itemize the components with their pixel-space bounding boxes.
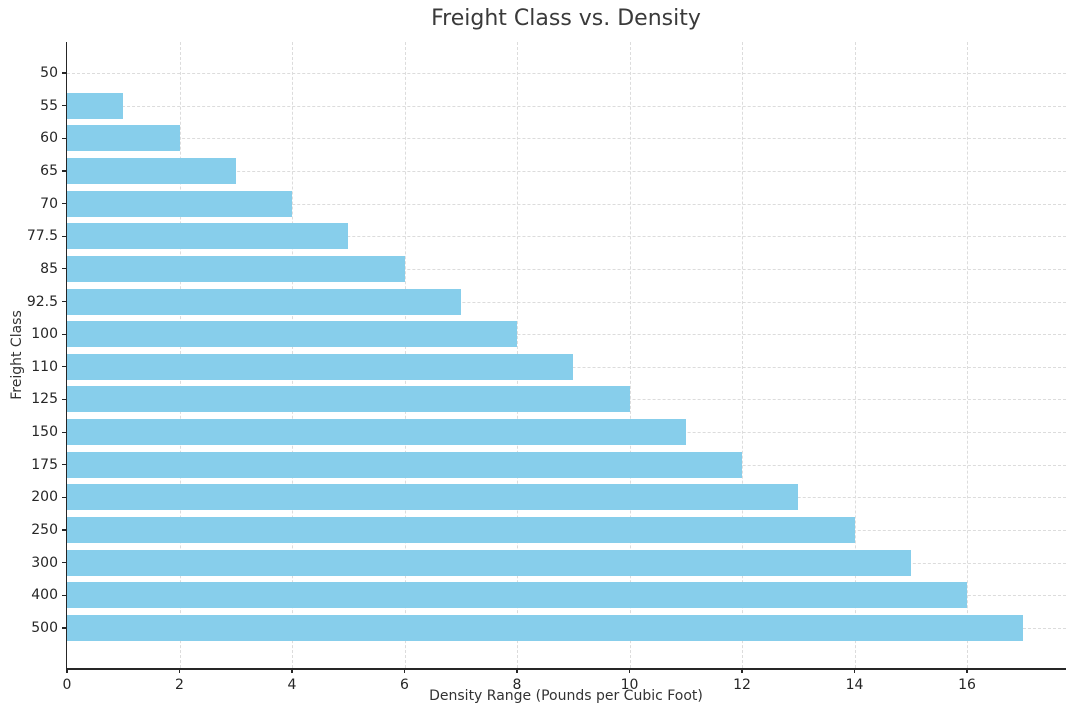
y-tick-mark	[62, 202, 67, 205]
bar	[67, 353, 574, 380]
y-tick-mark	[62, 496, 67, 498]
x-tick-label: 12	[733, 677, 751, 693]
y-tick-label: 125	[31, 391, 58, 408]
x-tick-label: 4	[287, 677, 297, 693]
bar	[67, 419, 686, 446]
y-tick-label: 92.5	[26, 293, 58, 310]
x-tick-mark	[516, 668, 518, 673]
y-tick-mark	[62, 562, 67, 564]
y-tick-label: 300	[31, 554, 58, 571]
y-tick-mark	[62, 398, 67, 401]
y-tick-label: 60	[40, 130, 58, 147]
vertical-gridline	[742, 42, 743, 668]
vertical-gridline	[967, 42, 968, 668]
x-tick-label: 16	[958, 677, 976, 693]
bar	[67, 484, 799, 511]
horizontal-gridline	[67, 334, 1066, 336]
y-tick-label: 50	[40, 65, 58, 81]
left-spine	[65, 42, 67, 670]
chart-title: Freight Class vs. Density	[431, 6, 701, 31]
horizontal-gridline	[67, 301, 1066, 303]
bar	[67, 549, 911, 576]
horizontal-gridline	[67, 203, 1066, 205]
x-tick-label: 8	[512, 677, 522, 693]
x-tick-mark	[628, 668, 631, 673]
y-tick-mark	[62, 431, 67, 433]
bar	[67, 582, 967, 609]
bar	[67, 321, 517, 348]
x-tick-mark	[66, 668, 68, 673]
bar	[67, 190, 292, 217]
bar	[67, 615, 1024, 641]
y-tick-mark	[62, 464, 67, 466]
y-tick-mark	[62, 105, 67, 107]
y-tick-mark	[62, 627, 67, 629]
x-tick-mark	[403, 668, 406, 673]
bar	[67, 451, 742, 478]
y-tick-mark	[62, 235, 67, 237]
horizontal-gridline	[67, 73, 1066, 74]
bar	[67, 386, 630, 413]
bar	[67, 157, 236, 184]
x-tick-label: 10	[620, 677, 639, 693]
x-tick-label: 2	[175, 677, 184, 693]
y-tick-mark	[62, 170, 67, 172]
x-axis-label: Density Range (Pounds per Cubic Foot)	[429, 688, 703, 704]
bottom-spine	[65, 668, 1066, 670]
y-tick-mark	[62, 333, 67, 335]
y-tick-mark	[62, 594, 67, 596]
y-tick-mark	[62, 137, 67, 139]
plot-area	[67, 42, 1066, 668]
vertical-gridline	[629, 42, 631, 668]
x-tick-mark	[966, 668, 968, 673]
y-tick-label: 85	[40, 260, 58, 277]
bar	[67, 223, 349, 250]
x-tick-label: 6	[400, 677, 409, 693]
y-tick-label: 55	[40, 97, 58, 114]
x-tick-mark	[741, 668, 743, 673]
y-tick-label: 65	[40, 162, 58, 179]
y-tick-label: 400	[31, 587, 58, 604]
bar	[67, 125, 180, 152]
horizontal-gridline	[67, 170, 1066, 172]
y-tick-label: 77.5	[26, 228, 58, 245]
horizontal-gridline	[67, 138, 1066, 140]
y-tick-label: 100	[31, 326, 58, 343]
y-tick-mark	[62, 366, 67, 368]
x-tick-label: 14	[845, 677, 864, 693]
y-tick-label: 110	[31, 358, 58, 375]
bar	[67, 92, 124, 119]
x-tick-mark	[178, 668, 181, 673]
horizontal-gridline	[67, 268, 1066, 270]
bar	[67, 517, 855, 544]
x-tick-mark	[853, 668, 856, 673]
vertical-gridline	[854, 42, 856, 668]
y-tick-mark	[62, 72, 67, 74]
y-tick-mark	[62, 529, 67, 531]
y-tick-mark	[62, 300, 67, 303]
y-tick-label: 150	[31, 424, 58, 441]
bar	[67, 288, 461, 315]
bar	[67, 255, 405, 282]
y-tick-label: 250	[31, 522, 58, 539]
horizontal-gridline	[67, 105, 1066, 107]
y-tick-label: 70	[40, 195, 58, 212]
y-tick-mark	[62, 268, 67, 270]
x-tick-mark	[291, 668, 293, 673]
y-tick-label: 200	[31, 489, 58, 506]
y-tick-label: 500	[31, 620, 58, 636]
x-tick-label: 0	[62, 677, 72, 693]
horizontal-gridline	[67, 236, 1066, 238]
y-tick-label: 175	[31, 456, 58, 473]
